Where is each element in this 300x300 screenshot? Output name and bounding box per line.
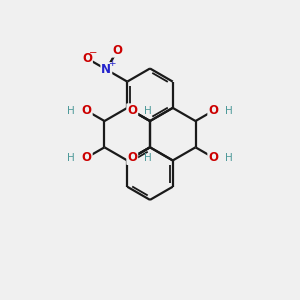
- Text: +: +: [108, 59, 115, 68]
- Text: H: H: [67, 106, 75, 116]
- Text: O: O: [208, 151, 218, 164]
- Text: O: O: [127, 104, 137, 117]
- Text: O: O: [208, 104, 218, 117]
- Text: O: O: [82, 52, 92, 65]
- Text: H: H: [225, 153, 233, 163]
- Text: O: O: [82, 151, 92, 164]
- Text: O: O: [112, 44, 122, 57]
- Text: H: H: [67, 153, 75, 163]
- Text: O: O: [127, 151, 137, 164]
- Text: H: H: [144, 106, 152, 116]
- Text: O: O: [82, 104, 92, 117]
- Text: N: N: [101, 63, 111, 76]
- Text: H: H: [225, 106, 233, 116]
- Text: H: H: [144, 153, 152, 163]
- Text: −: −: [89, 48, 97, 58]
